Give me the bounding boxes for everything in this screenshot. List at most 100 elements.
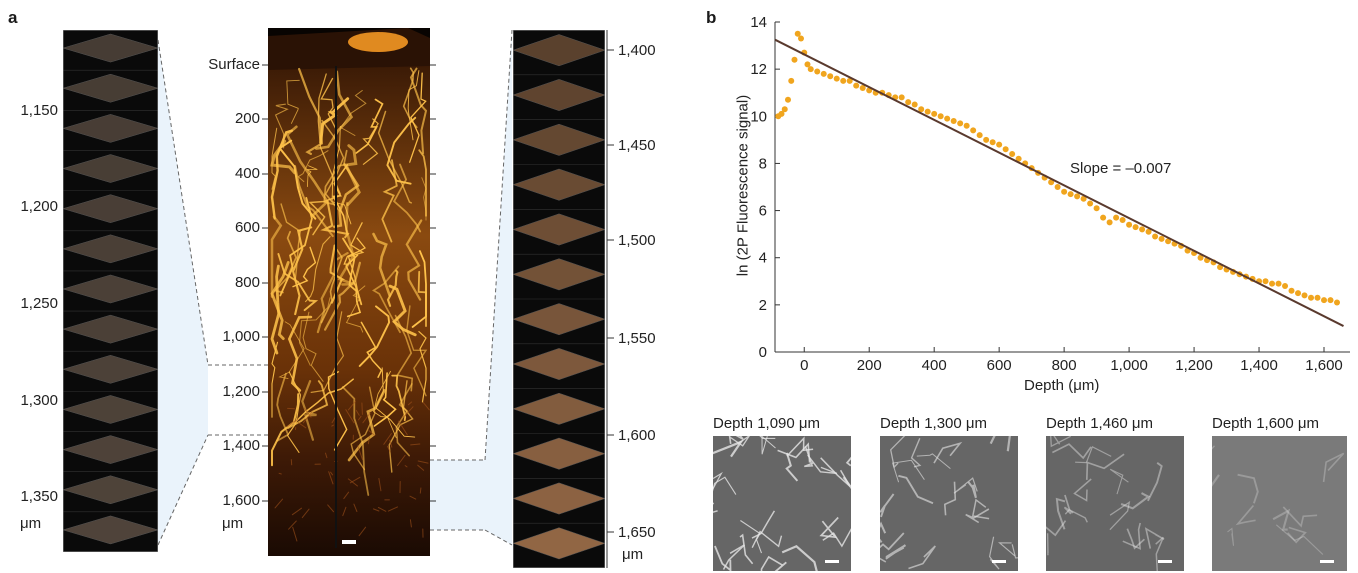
center-tick-1000: 1,000 xyxy=(198,328,260,345)
data-point xyxy=(1302,292,1308,298)
right-tick-1600: 1,600 xyxy=(618,427,656,444)
x-tick-label: 400 xyxy=(922,357,947,374)
data-point xyxy=(1120,217,1126,223)
fit-line xyxy=(775,40,1344,326)
data-point xyxy=(1009,151,1015,157)
right-tick-1500: 1,500 xyxy=(618,232,656,249)
data-point xyxy=(827,73,833,79)
data-point xyxy=(1295,290,1301,296)
scale-bar xyxy=(992,560,1006,563)
data-point xyxy=(1139,226,1145,232)
volume-tick-marks xyxy=(258,0,448,568)
left-tick-1200: 1,200 xyxy=(8,198,58,215)
left-slice-stack xyxy=(63,30,158,552)
left-tick-1150: 1,150 xyxy=(8,102,58,119)
data-point xyxy=(1282,283,1288,289)
data-point xyxy=(931,111,937,117)
x-tick-label: 800 xyxy=(1052,357,1077,374)
inset-caption-3: Depth 1,460 μm xyxy=(1046,415,1153,432)
slope-annotation: Slope = –0.007 xyxy=(1070,160,1171,177)
y-tick-label: 0 xyxy=(759,344,767,361)
data-point xyxy=(912,102,918,108)
y-tick-label: 8 xyxy=(759,155,767,172)
right-tick-1550: 1,550 xyxy=(618,330,656,347)
y-tick-label: 12 xyxy=(750,61,767,78)
x-tick-label: 1,400 xyxy=(1240,357,1278,374)
center-tick-surface: Surface xyxy=(198,56,260,73)
data-point xyxy=(788,78,794,84)
inset-image-1460 xyxy=(1046,436,1184,571)
right-stack-axis xyxy=(605,30,617,568)
data-point xyxy=(951,118,957,124)
right-slice-stack-image xyxy=(513,30,605,568)
x-tick-label: 1,200 xyxy=(1175,357,1213,374)
data-point xyxy=(1263,278,1269,284)
data-point xyxy=(1061,189,1067,195)
inset-image-1600 xyxy=(1212,436,1347,571)
right-tick-1400: 1,400 xyxy=(618,42,656,59)
x-tick-label: 1,000 xyxy=(1110,357,1148,374)
data-point xyxy=(1269,281,1275,287)
data-point xyxy=(944,116,950,122)
center-tick-800: 800 xyxy=(198,274,260,291)
y-tick-label: 14 xyxy=(750,14,767,31)
left-tick-1300: 1,300 xyxy=(8,392,58,409)
inset-caption-4: Depth 1,600 μm xyxy=(1212,415,1319,432)
y-axis-label: ln (2P Fluorescence signal) xyxy=(735,61,752,311)
data-point xyxy=(821,71,827,77)
center-tick-400: 400 xyxy=(198,165,260,182)
inset-image-1090 xyxy=(713,436,851,571)
left-slice-stack-image xyxy=(63,30,158,552)
data-point xyxy=(905,99,911,105)
data-point xyxy=(964,123,970,129)
data-point xyxy=(782,106,788,112)
data-point xyxy=(1289,288,1295,294)
data-point xyxy=(970,127,976,133)
data-point xyxy=(785,97,791,103)
data-point xyxy=(1087,201,1093,207)
data-point xyxy=(1094,205,1100,211)
data-point xyxy=(1159,236,1165,242)
data-point xyxy=(798,36,804,42)
data-point xyxy=(1074,193,1080,199)
data-point xyxy=(1107,219,1113,225)
y-tick-label: 2 xyxy=(759,297,767,314)
center-tick-600: 600 xyxy=(198,219,260,236)
data-point xyxy=(853,83,859,89)
data-point xyxy=(834,76,840,82)
data-point xyxy=(808,66,814,72)
data-point xyxy=(1100,215,1106,221)
data-point xyxy=(957,120,963,126)
data-point xyxy=(1113,215,1119,221)
data-point xyxy=(977,132,983,138)
data-point xyxy=(791,57,797,63)
data-point xyxy=(1334,300,1340,306)
x-tick-label: 600 xyxy=(987,357,1012,374)
x-axis-label: Depth (μm) xyxy=(1024,377,1099,394)
data-point xyxy=(1315,295,1321,301)
data-point xyxy=(1068,191,1074,197)
center-tick-1200: 1,200 xyxy=(198,383,260,400)
data-point xyxy=(1152,234,1158,240)
right-stack-unit: μm xyxy=(622,546,643,563)
inset-caption-1: Depth 1,090 μm xyxy=(713,415,820,432)
scale-bar xyxy=(1158,560,1172,563)
data-point xyxy=(1126,222,1132,228)
data-point xyxy=(840,78,846,84)
data-point xyxy=(1003,146,1009,152)
left-tick-1250: 1,250 xyxy=(8,295,58,312)
data-point xyxy=(1308,295,1314,301)
scale-bar xyxy=(1320,560,1334,563)
data-point xyxy=(990,139,996,145)
data-point xyxy=(1055,184,1061,190)
center-tick-1400: 1,400 xyxy=(198,437,260,454)
data-point xyxy=(925,109,931,115)
inset-caption-2: Depth 1,300 μm xyxy=(880,415,987,432)
left-tick-1350: 1,350 xyxy=(8,488,58,505)
data-point xyxy=(1133,224,1139,230)
data-point xyxy=(1328,297,1334,303)
inset-image-1300 xyxy=(880,436,1018,571)
data-point xyxy=(938,113,944,119)
center-unit: μm xyxy=(222,515,243,532)
